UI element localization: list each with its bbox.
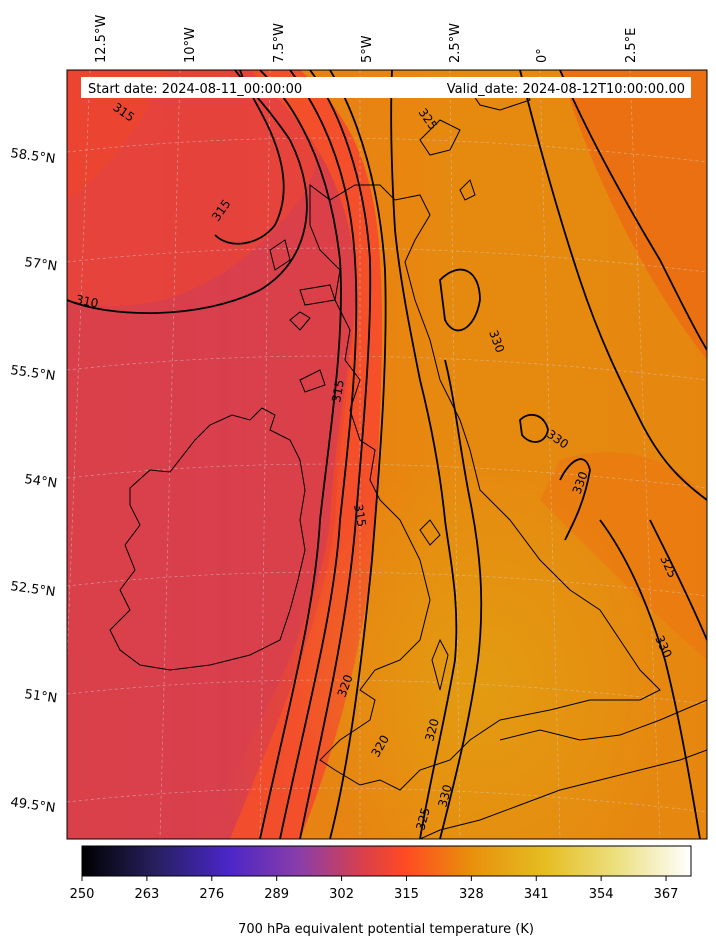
contour-330-east: [519, 70, 707, 501]
contour-label: 325: [413, 806, 432, 832]
contour-320-b: [299, 70, 372, 839]
lat-label: 54°N: [23, 472, 58, 491]
lon-label: 7.5°W: [272, 23, 287, 63]
start-date-label: Start date: 2024-08-11_00:00:00: [88, 82, 302, 97]
contour-310: [67, 70, 308, 315]
lon-label: 5°W: [360, 35, 375, 63]
contours: [67, 70, 707, 839]
map-frame: [66, 69, 708, 840]
latitude-labels: 58.5°N 57°N 55.5°N 54°N 52.5°N 51°N 49.5…: [9, 146, 58, 816]
colorbar-ticks: 250 263 276 289 302 315 328 341 354 367: [70, 876, 679, 902]
colorbar-tick-label: 315: [394, 887, 419, 902]
lon-label: 10°W: [183, 27, 198, 63]
contour-315-a: [259, 70, 342, 839]
lat-label: 51°N: [23, 687, 58, 706]
france-coast: [419, 749, 707, 839]
longitude-labels: 12.5°W 10°W 7.5°W 5°W 2.5°W 0° 2.5°E: [94, 15, 639, 63]
lon-label: 2.5°W: [448, 23, 463, 63]
lon-label: 2.5°E: [624, 28, 639, 63]
lon-label: 12.5°W: [94, 15, 109, 63]
contour-325: [329, 70, 387, 839]
colorbar-tick-label: 328: [459, 887, 484, 902]
valid-date-label: Valid_date: 2024-08-12T10:00:00.00: [447, 82, 685, 97]
colorbar-tick-label: 302: [329, 887, 354, 902]
contour-330-lower: [599, 519, 701, 839]
contour-330-ring: [439, 268, 481, 332]
contour-label: 320: [422, 717, 441, 743]
ireland-coast: [109, 407, 306, 671]
colorbar-tick-label: 250: [70, 887, 95, 902]
lat-label: 49.5°N: [9, 795, 56, 816]
colorbar-tick-label: 276: [199, 887, 224, 902]
colorbar-label: 700 hPa equivalent potential temperature…: [238, 922, 534, 937]
lat-label: 55.5°N: [9, 363, 56, 384]
colorbar: 250 263 276 289 302 315 328 341 354 367 700 hPa e…: [70, 845, 692, 937]
contour-label: 315: [351, 503, 369, 528]
contour-330-mid: [559, 458, 591, 541]
lat-label: 52.5°N: [9, 579, 56, 600]
contour-label: 315: [329, 379, 347, 404]
colorbar-tick-label: 367: [654, 887, 679, 902]
contour-320: [279, 70, 358, 839]
contour-label: 310: [74, 292, 99, 310]
graticule: [67, 70, 707, 839]
contour-330-small: [519, 413, 549, 443]
gb-coast: [309, 184, 661, 791]
colorbar-tick-label: 289: [264, 887, 289, 902]
lat-label: 58.5°N: [9, 146, 56, 167]
colorbar-gradient: [81, 845, 692, 877]
contour-330-a: [439, 359, 483, 839]
contour-325-b: [390, 70, 458, 839]
lat-label: 57°N: [23, 255, 58, 274]
contour-325-east: [559, 70, 707, 351]
colorbar-tick-label: 354: [589, 887, 614, 902]
header-box: [81, 77, 691, 98]
colorbar-tick-label: 341: [524, 887, 549, 902]
contour-label: 330: [435, 783, 454, 809]
contour-325-lower: [649, 519, 707, 641]
coastlines: [109, 79, 707, 839]
lon-label: 0°: [535, 48, 550, 63]
colorbar-tick-label: 263: [134, 887, 159, 902]
map-panel: 315 315 310 325 330 330 330 325 330 315 …: [67, 70, 707, 839]
